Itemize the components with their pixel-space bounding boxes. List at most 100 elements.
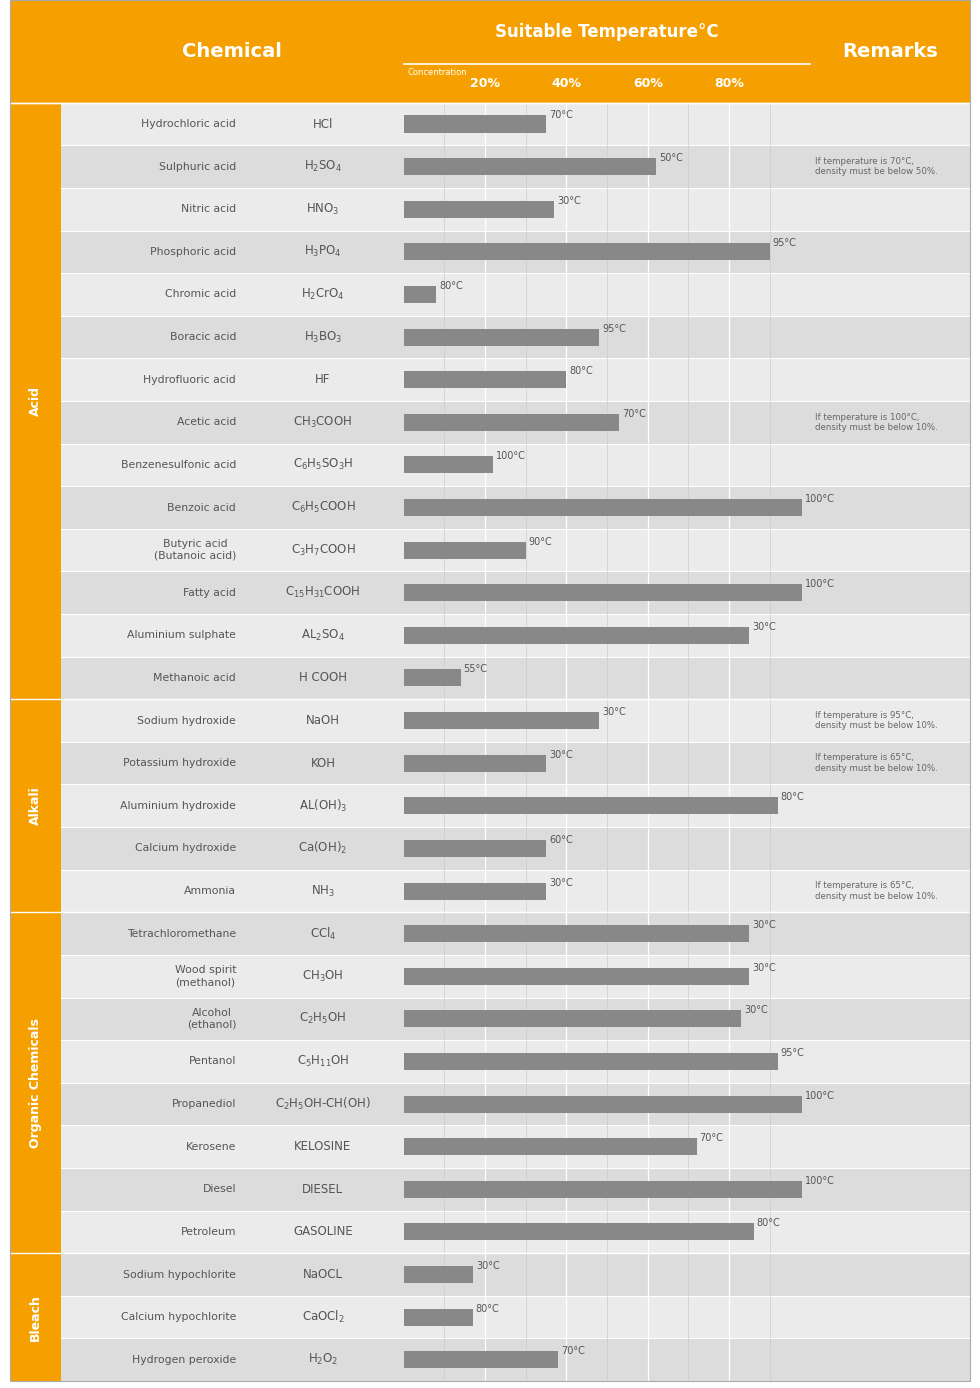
Bar [61,955,242,998]
Text: 100°C: 100°C [806,1091,835,1101]
Bar [242,146,404,187]
Bar [810,529,970,572]
Text: KELOSINE: KELOSINE [294,1140,352,1153]
Bar [404,912,810,955]
Text: 60°C: 60°C [549,836,572,845]
Bar [404,755,546,772]
Text: Ca(OH)$_2$: Ca(OH)$_2$ [298,840,348,856]
Bar [404,657,810,700]
Bar [404,444,810,486]
Bar [61,912,242,955]
Bar [61,146,242,187]
Bar [404,1181,803,1198]
Bar [61,529,242,572]
Bar [242,572,404,613]
Text: Potassium hydroxide: Potassium hydroxide [123,758,236,768]
Bar [10,0,970,103]
Bar [404,926,750,942]
Text: HCl: HCl [313,118,333,130]
Bar [810,1210,970,1253]
Bar [61,657,242,700]
Bar [810,230,970,273]
Text: C$_6$H$_5$SO$_3$H: C$_6$H$_5$SO$_3$H [293,458,353,472]
Text: Benzoic acid: Benzoic acid [168,502,236,512]
Bar [61,444,242,486]
Bar [404,201,555,218]
Bar [404,627,750,644]
Text: Acid: Acid [28,386,42,416]
Bar [242,1296,404,1338]
Text: Concentration: Concentration [408,68,467,76]
Text: Phosphoric acid: Phosphoric acid [150,247,236,257]
Bar [61,358,242,401]
Text: CaOCl$_2$: CaOCl$_2$ [302,1309,344,1326]
Text: NaOH: NaOH [306,713,340,727]
Text: Tetrachloromethane: Tetrachloromethane [127,929,236,938]
Bar [61,1253,242,1296]
Text: Pentanol: Pentanol [189,1056,236,1066]
Text: 100°C: 100°C [496,451,526,461]
Text: Hydrogen peroxide: Hydrogen peroxide [132,1355,236,1364]
Bar [810,1040,970,1083]
Bar [404,286,436,303]
Text: If temperature is 70°C,
density must be below 50%.: If temperature is 70°C, density must be … [815,157,938,176]
Bar [404,613,810,657]
Text: Hydrochloric acid: Hydrochloric acid [141,119,236,129]
Bar [242,998,404,1040]
Text: Suitable Temperature°C: Suitable Temperature°C [495,24,719,40]
Text: If temperature is 65°C,
density must be below 10%.: If temperature is 65°C, density must be … [815,881,938,901]
Bar [404,316,810,358]
Bar [61,1296,242,1338]
Text: AL(OH)$_3$: AL(OH)$_3$ [299,798,347,813]
Text: 30°C: 30°C [476,1262,500,1271]
Bar [242,273,404,316]
Text: GASOLINE: GASOLINE [293,1226,353,1238]
Bar [404,1296,810,1338]
Bar [404,883,546,899]
Bar [810,784,970,827]
Text: 50°C: 50°C [659,153,683,164]
Bar [10,700,61,912]
Bar [810,613,970,657]
Bar [242,529,404,572]
Bar [810,1083,970,1126]
Text: C$_5$H$_{11}$OH: C$_5$H$_{11}$OH [297,1053,349,1069]
Text: C$_{15}$H$_{31}$COOH: C$_{15}$H$_{31}$COOH [285,586,361,600]
Text: 30°C: 30°C [753,963,776,973]
Text: CH$_3$OH: CH$_3$OH [302,969,344,984]
Text: Chromic acid: Chromic acid [165,290,236,300]
Bar [61,784,242,827]
Bar [404,1210,810,1253]
Text: Methanoic acid: Methanoic acid [154,673,236,683]
Bar [61,870,242,912]
Bar [810,870,970,912]
Bar [404,572,810,613]
Bar [404,1095,803,1113]
Bar [810,486,970,529]
Bar [810,444,970,486]
Text: Butyric acid
(Butanoic acid): Butyric acid (Butanoic acid) [154,540,236,561]
Text: NH$_3$: NH$_3$ [311,884,335,898]
Text: CCl$_4$: CCl$_4$ [310,926,336,941]
Bar [61,1210,242,1253]
Text: Alcohol
(ethanol): Alcohol (ethanol) [186,1008,236,1030]
Bar [404,158,656,175]
Bar [810,912,970,955]
Text: Diesel: Diesel [203,1184,236,1194]
Text: If temperature is 95°C,
density must be below 10%.: If temperature is 95°C, density must be … [815,711,938,730]
Text: H$_3$PO$_4$: H$_3$PO$_4$ [304,244,342,260]
Text: 100°C: 100°C [806,1176,835,1185]
Bar [404,1169,810,1210]
Text: Boracic acid: Boracic acid [170,332,236,341]
Bar [404,500,803,516]
Text: 30°C: 30°C [549,750,572,759]
Text: 70°C: 70°C [549,111,573,121]
Text: 70°C: 70°C [622,409,646,419]
Bar [242,1126,404,1167]
Bar [404,414,619,430]
Text: Kerosene: Kerosene [186,1142,236,1152]
Text: 95°C: 95°C [773,239,797,248]
Bar [810,103,970,146]
Bar [810,316,970,358]
Text: 30°C: 30°C [549,877,572,887]
